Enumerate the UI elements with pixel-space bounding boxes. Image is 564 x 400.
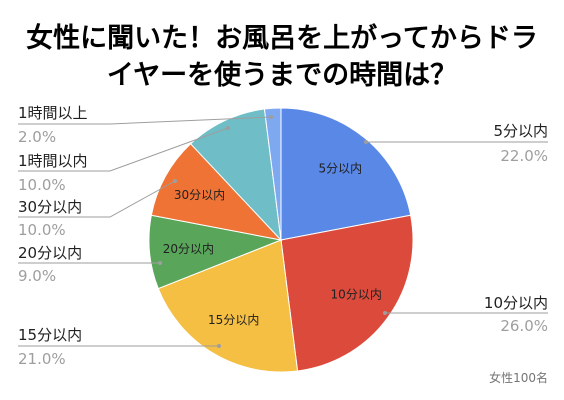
slice-category-label: 1時間以上 (18, 104, 88, 122)
leader-dot (383, 311, 387, 315)
slice-inside-label: 5分以内 (318, 161, 362, 175)
leader-dot (364, 140, 368, 144)
sample-note: 女性100名 (489, 370, 548, 385)
pie-slice (157, 239, 299, 373)
leader-line (18, 180, 176, 218)
slice-inside-label: 15分以内 (208, 313, 259, 327)
slice-inside-label: 30分以内 (174, 188, 225, 202)
slice-value-label: 22.0% (500, 147, 548, 165)
leader-line (18, 116, 272, 125)
slice-inside-label: 20分以内 (163, 242, 214, 256)
slice-inside-label: 10分以内 (331, 288, 382, 302)
slice-labels: 5分以内 10分以内 15分以内 20分以内 30分以内 5分以内 22.0% 10分以内 26… (18, 104, 548, 368)
slice-value-label: 10.0% (18, 221, 66, 239)
leader-dot (173, 179, 177, 183)
slice-category-label: 20分以内 (18, 244, 82, 262)
slice-category-label: 5分以内 (493, 122, 548, 140)
leader-dot (269, 115, 273, 119)
pie-slice (189, 108, 282, 242)
slice-value-label: 9.0% (18, 267, 56, 285)
pie-slice (150, 143, 283, 241)
pie-slices (148, 107, 414, 373)
leader-dot (158, 261, 162, 265)
slice-category-label: 30分以内 (18, 198, 82, 216)
pie-slice (280, 107, 412, 241)
slice-category-label: 1時間以内 (18, 152, 88, 170)
pie-slice (280, 214, 414, 372)
leader-line (18, 127, 229, 172)
leader-dot (217, 344, 221, 348)
slice-value-label: 26.0% (500, 317, 548, 335)
pie-slice (263, 107, 282, 241)
leader-dot (226, 126, 230, 130)
slice-value-label: 21.0% (18, 350, 66, 368)
slice-category-label: 10分以内 (484, 294, 548, 312)
slice-category-label: 15分以内 (18, 326, 82, 344)
leader-lines (18, 115, 548, 348)
slice-value-label: 10.0% (18, 176, 66, 194)
chart-title: 女性に聞いた！お風呂を上がってからドライヤーを使うまでの時間は？ (26, 23, 538, 91)
slice-value-label: 2.0% (18, 128, 56, 146)
